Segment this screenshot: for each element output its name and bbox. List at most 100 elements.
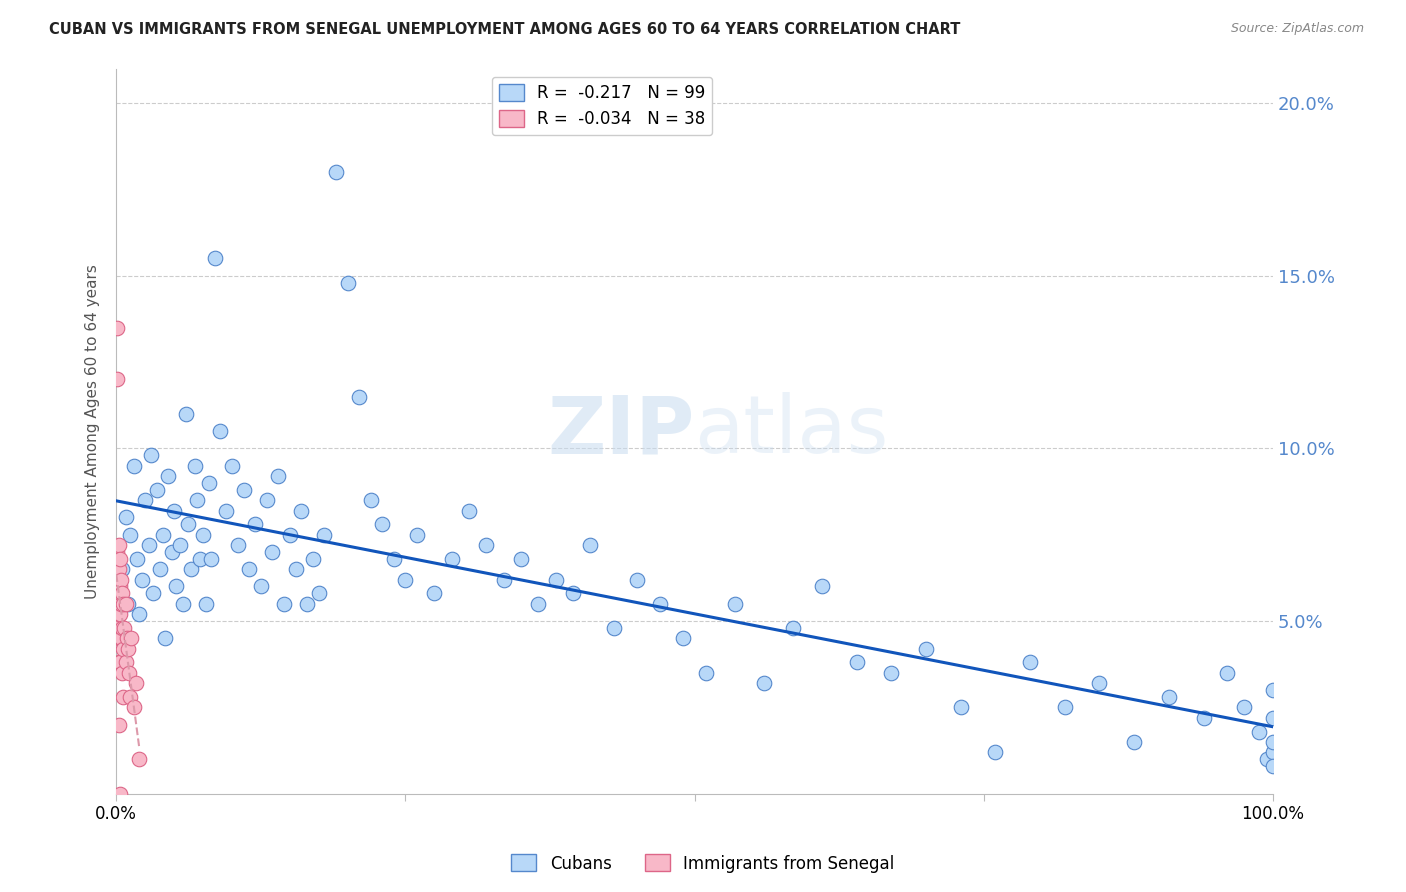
Point bbox=[602, 621, 624, 635]
Point bbox=[1088, 676, 1111, 690]
Point bbox=[238, 562, 260, 576]
Point bbox=[128, 752, 150, 766]
Point bbox=[510, 552, 533, 566]
Point bbox=[107, 607, 129, 621]
Point bbox=[273, 597, 295, 611]
Point bbox=[111, 586, 134, 600]
Point bbox=[440, 552, 463, 566]
Point bbox=[152, 527, 174, 541]
Point bbox=[811, 579, 834, 593]
Point bbox=[122, 458, 145, 473]
Point bbox=[125, 676, 148, 690]
Point bbox=[215, 503, 238, 517]
Point bbox=[110, 597, 132, 611]
Point bbox=[527, 597, 550, 611]
Point bbox=[360, 493, 382, 508]
Text: Source: ZipAtlas.com: Source: ZipAtlas.com bbox=[1230, 22, 1364, 36]
Point bbox=[984, 745, 1007, 759]
Legend: Cubans, Immigrants from Senegal: Cubans, Immigrants from Senegal bbox=[505, 847, 901, 880]
Point bbox=[117, 597, 139, 611]
Point bbox=[915, 641, 938, 656]
Point bbox=[107, 562, 129, 576]
Point bbox=[382, 552, 405, 566]
Point bbox=[108, 632, 131, 646]
Text: atlas: atlas bbox=[695, 392, 889, 470]
Point bbox=[284, 562, 307, 576]
Point bbox=[492, 573, 515, 587]
Point bbox=[695, 665, 717, 680]
Legend: R =  -0.217   N = 99, R =  -0.034   N = 38: R = -0.217 N = 99, R = -0.034 N = 38 bbox=[492, 77, 711, 135]
Point bbox=[184, 458, 207, 473]
Text: ZIP: ZIP bbox=[547, 392, 695, 470]
Point bbox=[169, 538, 191, 552]
Point bbox=[626, 573, 648, 587]
Point bbox=[139, 448, 162, 462]
Point bbox=[198, 475, 221, 490]
Point bbox=[1215, 665, 1237, 680]
Point bbox=[221, 458, 243, 473]
Point bbox=[118, 665, 141, 680]
Point bbox=[114, 656, 136, 670]
Point bbox=[423, 586, 446, 600]
Point bbox=[752, 676, 775, 690]
Point bbox=[127, 552, 149, 566]
Point bbox=[108, 787, 131, 801]
Point bbox=[1192, 711, 1215, 725]
Point bbox=[256, 493, 278, 508]
Point bbox=[128, 607, 150, 621]
Point bbox=[107, 545, 129, 559]
Point bbox=[1233, 700, 1256, 714]
Point bbox=[108, 552, 131, 566]
Point bbox=[475, 538, 498, 552]
Point bbox=[110, 573, 132, 587]
Point bbox=[949, 700, 972, 714]
Point bbox=[120, 632, 142, 646]
Point bbox=[115, 632, 138, 646]
Point bbox=[112, 641, 135, 656]
Point bbox=[1247, 724, 1270, 739]
Point bbox=[295, 597, 318, 611]
Point bbox=[325, 165, 347, 179]
Point bbox=[108, 656, 131, 670]
Point bbox=[278, 527, 301, 541]
Point bbox=[120, 527, 142, 541]
Point bbox=[1123, 735, 1146, 749]
Point bbox=[226, 538, 249, 552]
Point bbox=[107, 372, 129, 386]
Point bbox=[1261, 759, 1284, 773]
Point bbox=[112, 621, 135, 635]
Point bbox=[200, 552, 222, 566]
Point bbox=[1261, 711, 1284, 725]
Point bbox=[314, 527, 336, 541]
Point bbox=[114, 597, 136, 611]
Point bbox=[107, 632, 129, 646]
Point bbox=[371, 517, 394, 532]
Point bbox=[145, 483, 167, 497]
Point bbox=[110, 632, 132, 646]
Point bbox=[267, 469, 290, 483]
Point bbox=[108, 607, 131, 621]
Point bbox=[232, 483, 254, 497]
Point bbox=[1261, 745, 1284, 759]
Point bbox=[138, 538, 160, 552]
Point bbox=[1019, 656, 1042, 670]
Point bbox=[131, 573, 153, 587]
Point bbox=[579, 538, 602, 552]
Point bbox=[107, 579, 129, 593]
Point bbox=[172, 597, 194, 611]
Point bbox=[165, 579, 187, 593]
Point bbox=[107, 614, 129, 628]
Point bbox=[107, 586, 129, 600]
Point bbox=[111, 621, 134, 635]
Point bbox=[107, 656, 129, 670]
Point bbox=[107, 320, 129, 334]
Point bbox=[406, 527, 429, 541]
Point bbox=[782, 621, 804, 635]
Point bbox=[308, 586, 330, 600]
Point bbox=[880, 665, 903, 680]
Point bbox=[458, 503, 481, 517]
Point bbox=[1261, 735, 1284, 749]
Point bbox=[204, 252, 226, 266]
Point bbox=[177, 517, 200, 532]
Point bbox=[347, 390, 370, 404]
